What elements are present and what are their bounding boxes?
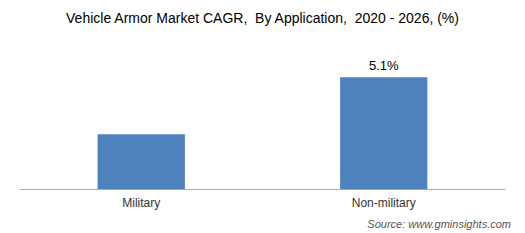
svg-text:Non-military: Non-military bbox=[352, 196, 416, 210]
svg-text:Source: www.gminsights.com: Source: www.gminsights.com bbox=[367, 218, 511, 230]
svg-text:Vehicle Armor Market CAGR, By: Vehicle Armor Market CAGR, By Applicatio… bbox=[66, 10, 459, 26]
svg-text:5.1%: 5.1% bbox=[369, 58, 399, 73]
svg-text:Military: Military bbox=[122, 196, 160, 210]
